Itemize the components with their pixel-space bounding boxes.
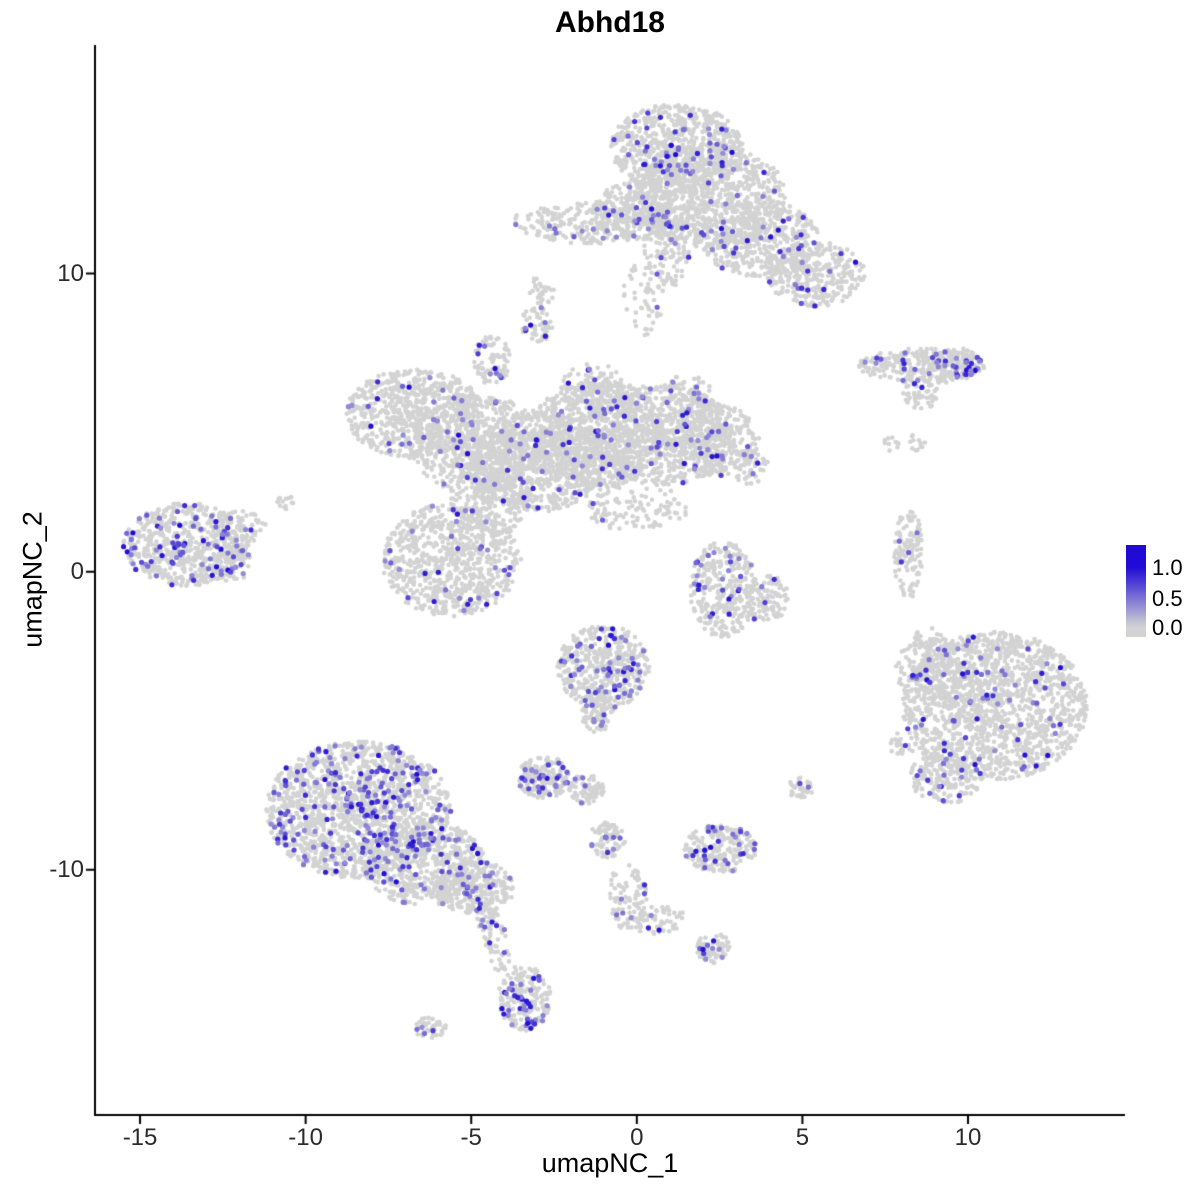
legend-tick-label: 0.0	[1152, 614, 1183, 640]
legend-tick-label: 1.0	[1152, 555, 1183, 581]
x-tick-label: -10	[288, 1124, 323, 1151]
plot-title: Abhd18	[554, 6, 665, 39]
x-tick-label: 5	[795, 1124, 810, 1151]
y-tick-label: -10	[49, 855, 84, 883]
legend-colorbar	[1126, 545, 1146, 637]
legend-tick-label: 0.5	[1152, 586, 1183, 612]
y-tick-label: 0	[70, 557, 84, 585]
x-tick-label: -5	[460, 1124, 482, 1151]
y-tick-label: 10	[57, 259, 84, 287]
x-tick-label: -15	[122, 1124, 158, 1151]
x-tick-label: 10	[954, 1124, 982, 1151]
x-axis-title: umapNC_1	[541, 1148, 679, 1178]
x-tick-label: 0	[630, 1124, 644, 1151]
